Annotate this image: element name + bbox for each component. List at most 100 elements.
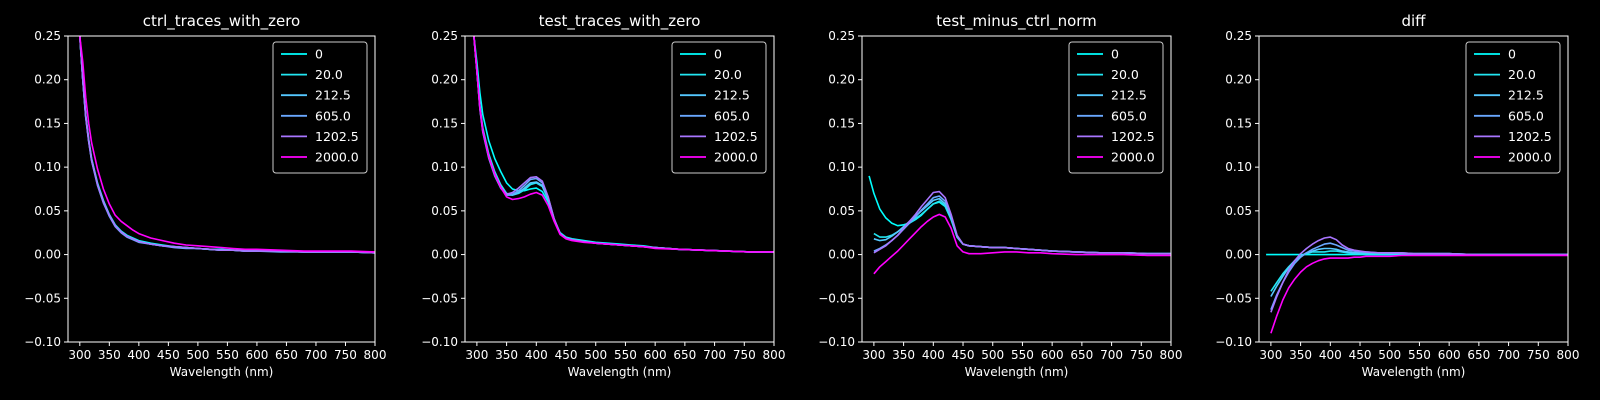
legend-label: 2000.0 bbox=[315, 150, 359, 165]
y-tick-label: 0.10 bbox=[34, 160, 61, 174]
panel-title: ctrl_traces_with_zero bbox=[143, 12, 300, 31]
x-tick-label: 600 bbox=[1438, 348, 1461, 362]
legend-label: 1202.5 bbox=[315, 129, 359, 144]
y-tick-label: 0.15 bbox=[828, 116, 855, 130]
y-tick-label: 0.00 bbox=[431, 248, 458, 262]
x-tick-label: 450 bbox=[1349, 348, 1372, 362]
legend-label: 1202.5 bbox=[1111, 129, 1155, 144]
panel-title: diff bbox=[1401, 12, 1426, 30]
x-tick-label: 550 bbox=[614, 348, 637, 362]
panel-diff: diff Wavelength (nm) 300 350 400 450 500 550 6… bbox=[1215, 12, 1579, 379]
x-tick-label: 750 bbox=[1527, 348, 1550, 362]
x-tick-label: 450 bbox=[555, 348, 578, 362]
panel-ctrl-traces: ctrl_traces_with_zero Wavelength (nm) 30… bbox=[24, 12, 386, 379]
legend-label: 605.0 bbox=[714, 108, 750, 123]
x-tick-label: 800 bbox=[1557, 348, 1580, 362]
x-tick-label: 550 bbox=[216, 348, 239, 362]
x-tick-label: 500 bbox=[186, 348, 209, 362]
series-group bbox=[473, 36, 774, 253]
series-group bbox=[79, 36, 375, 254]
series-line-2000.0 bbox=[1270, 254, 1568, 334]
panel-title: test_traces_with_zero bbox=[539, 12, 701, 31]
x-tick-label: 650 bbox=[1467, 348, 1490, 362]
x-tick-label: 450 bbox=[157, 348, 180, 362]
x-tick-label: 400 bbox=[525, 348, 548, 362]
y-tick-label: 0.25 bbox=[34, 29, 61, 43]
legend-label: 0 bbox=[315, 47, 323, 62]
legend-label: 20.0 bbox=[1508, 67, 1536, 82]
y-tick-label: 0.10 bbox=[431, 160, 458, 174]
y-tick-label: 0.00 bbox=[34, 248, 61, 262]
y-tick-label: −0.10 bbox=[24, 335, 61, 349]
series-line-1202.5 bbox=[873, 190, 1171, 255]
x-tick-label: 600 bbox=[245, 348, 268, 362]
y-tick-label: −0.10 bbox=[818, 335, 855, 349]
x-tick-label: 300 bbox=[68, 348, 91, 362]
legend-label: 212.5 bbox=[1111, 88, 1147, 103]
x-tick-label: 750 bbox=[1130, 348, 1153, 362]
y-tick-label: 0.20 bbox=[1225, 73, 1252, 87]
x-tick-label: 500 bbox=[981, 348, 1004, 362]
legend-label: 605.0 bbox=[1508, 108, 1544, 123]
x-tick-label: 800 bbox=[364, 348, 387, 362]
x-tick-label: 700 bbox=[703, 348, 726, 362]
x-tick-label: 600 bbox=[644, 348, 667, 362]
x-tick-label: 500 bbox=[1378, 348, 1401, 362]
legend-label: 1202.5 bbox=[714, 129, 758, 144]
x-tick-label: 600 bbox=[1041, 348, 1064, 362]
legend-label: 1202.5 bbox=[1508, 129, 1552, 144]
y-tick-label: −0.05 bbox=[421, 291, 458, 305]
axes-frame bbox=[1258, 35, 1569, 343]
x-tick-label: 650 bbox=[673, 348, 696, 362]
panel-test-traces: test_traces_with_zero Wavelength (nm) 30… bbox=[421, 12, 785, 379]
legend-label: 605.0 bbox=[1111, 108, 1147, 123]
x-tick-label: 300 bbox=[465, 348, 488, 362]
legend-label: 212.5 bbox=[315, 88, 351, 103]
series-line-2000.0 bbox=[473, 36, 774, 253]
legend-label: 20.0 bbox=[714, 67, 742, 82]
x-tick-label: 550 bbox=[1011, 348, 1034, 362]
series-line-1202.5 bbox=[1270, 236, 1568, 313]
x-tick-label: 700 bbox=[305, 348, 328, 362]
legend: 0 20.0 212.5 605.0 1202.5 2000.0 bbox=[272, 41, 368, 174]
series-group bbox=[868, 175, 1171, 275]
y-tick-label: 0.05 bbox=[1225, 204, 1252, 218]
x-tick-label: 300 bbox=[1259, 348, 1282, 362]
legend-label: 2000.0 bbox=[1111, 150, 1155, 165]
legend-label: 20.0 bbox=[1111, 67, 1139, 82]
legend-label: 20.0 bbox=[315, 67, 343, 82]
series-line-1202.5 bbox=[79, 36, 375, 254]
x-axis-label: Wavelength (nm) bbox=[170, 365, 274, 379]
legend-label: 0 bbox=[714, 47, 722, 62]
legend-label: 0 bbox=[1111, 47, 1119, 62]
axes-frame bbox=[67, 35, 376, 343]
x-tick-label: 750 bbox=[733, 348, 756, 362]
x-tick-label: 700 bbox=[1497, 348, 1520, 362]
x-tick-label: 650 bbox=[275, 348, 298, 362]
y-tick-label: 0.20 bbox=[34, 73, 61, 87]
y-tick-label: −0.05 bbox=[818, 291, 855, 305]
series-line-2000.0 bbox=[79, 36, 375, 253]
y-tick-label: 0.05 bbox=[431, 204, 458, 218]
axes-frame bbox=[464, 35, 775, 343]
y-tick-label: 0.00 bbox=[828, 248, 855, 262]
series-line-2000.0 bbox=[873, 213, 1171, 275]
legend-label: 605.0 bbox=[315, 108, 351, 123]
legend-label: 212.5 bbox=[714, 88, 750, 103]
y-tick-label: −0.05 bbox=[1215, 291, 1252, 305]
legend-label: 212.5 bbox=[1508, 88, 1544, 103]
y-tick-label: −0.10 bbox=[421, 335, 458, 349]
y-tick-label: 0.05 bbox=[34, 204, 61, 218]
y-tick-label: 0.05 bbox=[828, 204, 855, 218]
axes-frame bbox=[861, 35, 1172, 343]
x-tick-label: 350 bbox=[98, 348, 121, 362]
x-tick-label: 750 bbox=[334, 348, 357, 362]
y-tick-label: −0.10 bbox=[1215, 335, 1252, 349]
series-group bbox=[1266, 236, 1568, 334]
x-axis-label: Wavelength (nm) bbox=[568, 365, 672, 379]
x-tick-label: 800 bbox=[1160, 348, 1183, 362]
x-tick-label: 800 bbox=[763, 348, 786, 362]
legend-label: 0 bbox=[1508, 47, 1516, 62]
y-tick-label: 0.15 bbox=[1225, 116, 1252, 130]
